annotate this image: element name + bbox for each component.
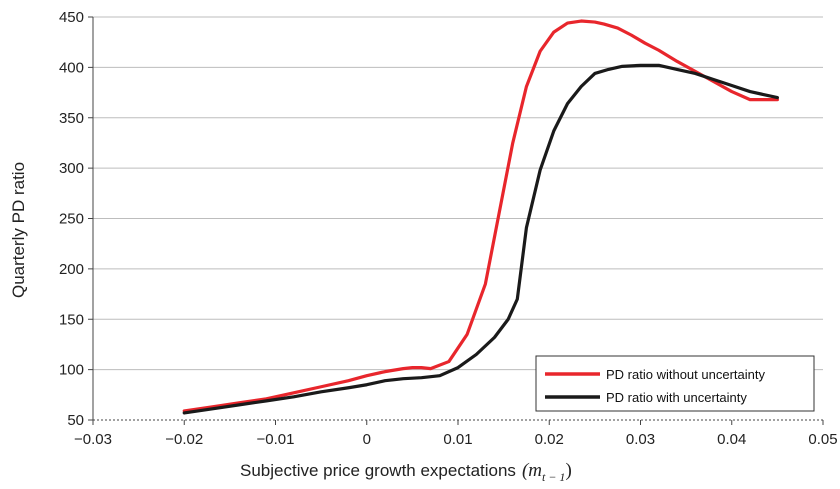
y-tick-labels: 50 100 150 200 250 300 350 400 450 [59,9,84,429]
y-tick-label: 350 [59,110,84,127]
x-tick-label: 0.03 [626,431,655,448]
x-tick-label: 0.05 [808,431,837,448]
series-line-no-uncertainty [182,19,779,413]
x-tick-label: 0 [363,431,371,448]
gridlines [93,16,823,371]
x-tick-label: 0.04 [717,431,746,448]
x-tick-label: 0.01 [443,431,472,448]
y-tick-label: 100 [59,362,84,379]
x-axis-title: Subjective price growth expectations (mt … [240,460,572,484]
x-tick-label: −0.03 [74,431,112,448]
legend: PD ratio without uncertainty PD ratio wi… [535,355,815,412]
legend-box [535,355,815,412]
series-line-with-uncertainty [182,63,779,415]
x-tick-label: −0.02 [165,431,203,448]
y-tick-label: 50 [67,412,84,429]
x-tick-label: 0.02 [535,431,564,448]
x-axis-title-close: ) [565,460,571,481]
x-axis-title-math: (m [522,460,542,481]
y-axis-title: Quarterly PD ratio [9,162,28,298]
axes [88,16,824,425]
legend-label-with-uncertainty: PD ratio with uncertainty [606,390,747,405]
y-tick-label: 450 [59,9,84,26]
x-axis-title-text: Subjective price growth expectations [240,461,516,480]
y-tick-label: 300 [59,160,84,177]
y-tick-label: 150 [59,311,84,328]
y-tick-label: 200 [59,261,84,278]
series-lines [182,19,779,415]
x-axis-title-subscript: t − 1 [542,470,565,484]
y-tick-label: 400 [59,59,84,76]
y-tick-label: 250 [59,211,84,228]
legend-label-no-uncertainty: PD ratio without uncertainty [606,367,765,382]
x-tick-label: −0.01 [257,431,295,448]
x-tick-labels: −0.03 −0.02 −0.01 0 0.01 0.02 0.03 0.04 0.05 [74,431,838,448]
